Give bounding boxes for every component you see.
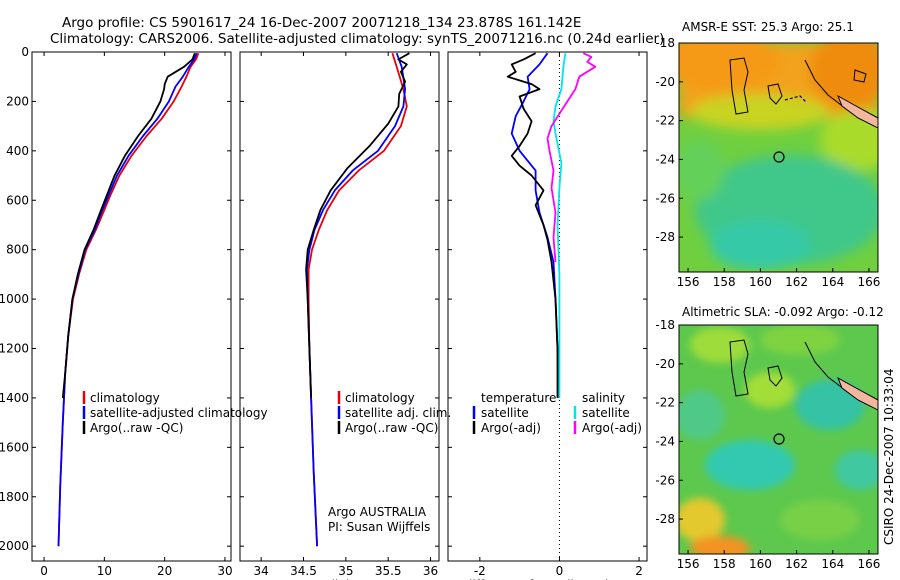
plot-frame [31, 51, 232, 562]
x-tick-label: 30 [217, 564, 232, 578]
map-x-tick-label: 166 [858, 557, 881, 571]
map-y-tick-label: -22 [655, 396, 675, 410]
map-y-tick-label: -28 [655, 512, 675, 526]
y-tick-label: 1000 [0, 292, 29, 306]
sst-map [679, 43, 878, 272]
x-tick-label: 35.5 [375, 564, 402, 578]
x-tick-label: 10 [97, 564, 112, 578]
sla-map-title: Altimetric SLA: -0.092 Argo: -0.12 [682, 305, 884, 319]
y-tick-label: 800 [6, 243, 29, 257]
argo-agency-label: Argo AUSTRALIA [328, 505, 427, 519]
legend-label-temp-argo: Argo(-adj) [481, 421, 541, 435]
series-line-salinity-satellite [552, 53, 567, 398]
x-tick-label: 2 [635, 564, 643, 578]
difference-legend: temperature satellite Argo(-adj) salinit… [472, 391, 642, 435]
series-line-argo-raw-qc [305, 52, 410, 398]
sla-map-frame [678, 324, 879, 555]
series-line-salinity-argo-adj [546, 52, 597, 263]
map-x-tick-label: 160 [749, 275, 772, 289]
series-line-climatology [307, 52, 408, 547]
legend-label-climatology: climatology [345, 391, 415, 405]
map-x-tick-label: 156 [677, 557, 700, 571]
map-y-tick-label: -26 [655, 473, 675, 487]
argo-location-marker [773, 433, 785, 445]
legend-label-argo: Argo(..raw -QC) [345, 421, 438, 435]
map-y-tick-label: -24 [655, 434, 675, 448]
map-x-tick-label: 160 [749, 557, 772, 571]
map-x-tick-label: 164 [821, 557, 844, 571]
map-x-tick-label: 158 [713, 275, 736, 289]
argo-pi-label: PI: Susan Wijffels [328, 520, 430, 534]
map-x-tick-label: 156 [677, 275, 700, 289]
legend-label-sal-argo: Argo(-adj) [582, 421, 642, 435]
y-tick-label: 1200 [0, 342, 29, 356]
map-y-tick-label: -18 [655, 318, 675, 332]
y-tick-label: 400 [6, 144, 29, 158]
sst-map-frame [678, 42, 879, 273]
x-tick-label: -2 [474, 564, 486, 578]
sla-map-axes: 156 158 160 162 164 166 -18 -20 -22 -24 -26 -28 [655, 318, 880, 571]
series-line-temperature-argo-adj [506, 52, 559, 398]
salinity-panel: 34 34.5 35 35.5 36 salinity [239, 51, 440, 580]
map-y-tick-label: -24 [655, 152, 675, 166]
legend-label-sat-adj: satellite adj. clim. [345, 406, 451, 420]
series-line-temperature-satellite [510, 52, 560, 398]
series-line-climatology [57, 52, 200, 547]
x-axis-label: difference from climatology [465, 578, 631, 580]
sst-map-title: AMSR-E SST: 25.3 Argo: 25.1 [682, 20, 854, 34]
plot-frame [239, 51, 440, 562]
map-x-tick-label: 162 [785, 275, 808, 289]
x-axis-label: salinity [318, 578, 361, 580]
legend-title-salinity: salinity [582, 391, 625, 405]
x-tick-label: 36 [423, 564, 438, 578]
legend-label-temp-sat: satellite [481, 406, 529, 420]
x-tick-label: 34.5 [290, 564, 317, 578]
map-y-tick-label: -18 [655, 36, 675, 50]
argo-location-marker [773, 151, 785, 163]
legend-label-sat-adj: satellite-adjusted climatology [90, 406, 268, 420]
map-y-tick-label: -28 [655, 230, 675, 244]
x-tick-label: 34 [254, 564, 269, 578]
map-y-tick-label: -20 [655, 75, 675, 89]
y-tick-label: 2000 [0, 539, 29, 553]
y-tick-label: 200 [6, 94, 29, 108]
series-line-satellite-adjusted-climatology [57, 52, 198, 547]
legend-title-temperature: temperature [481, 391, 556, 405]
temperature-legend: climatology satellite-adjusted climatolo… [82, 391, 268, 435]
map-x-tick-label: 164 [821, 275, 844, 289]
sla-map [679, 325, 878, 554]
series-line-satellite-adj-clim [306, 52, 406, 547]
figure-title: Argo profile: CS 5901617_24 16-Dec-2007 … [62, 15, 581, 31]
temperature-panel: 0 10 20 30 0 200 400 600 800 1000 1200 1400 1600 1800… [0, 45, 233, 580]
x-axis-label: temperature [94, 578, 169, 580]
figure-subtitle: Climatology: CARS2006. Satellite-adjuste… [50, 31, 664, 47]
salinity-legend: climatology satellite adj. clim. Argo(..… [328, 391, 451, 534]
map-y-tick-label: -20 [655, 357, 675, 371]
legend-label-climatology: climatology [90, 391, 160, 405]
map-x-tick-label: 166 [858, 275, 881, 289]
y-tick-label: 1800 [0, 490, 29, 504]
map-y-tick-label: -26 [655, 191, 675, 205]
legend-label-sal-sat: satellite [582, 406, 630, 420]
x-tick-label: 0 [556, 564, 564, 578]
series-line-argo-raw-qc [61, 52, 196, 398]
map-y-tick-label: -22 [655, 114, 675, 128]
plot-frame [447, 51, 648, 562]
x-tick-label: 35 [338, 564, 353, 578]
difference-panel: -2 0 2 difference from climatology [447, 51, 648, 580]
map-x-tick-label: 158 [713, 557, 736, 571]
y-tick-label: 1600 [0, 440, 29, 454]
x-tick-label: 20 [157, 564, 172, 578]
legend-label-argo: Argo(..raw -QC) [90, 421, 183, 435]
sst-map-axes: 156 158 160 162 164 166 -18 -20 -22 -24 -26 -28 [655, 36, 880, 289]
x-tick-label: 0 [40, 564, 48, 578]
y-tick-label: 600 [6, 193, 29, 207]
timestamp-label: CSIRO 24-Dec-2007 10:33:04 [882, 368, 896, 545]
map-x-tick-label: 162 [785, 557, 808, 571]
y-tick-label: 1400 [0, 391, 29, 405]
y-tick-label: 0 [21, 45, 29, 59]
